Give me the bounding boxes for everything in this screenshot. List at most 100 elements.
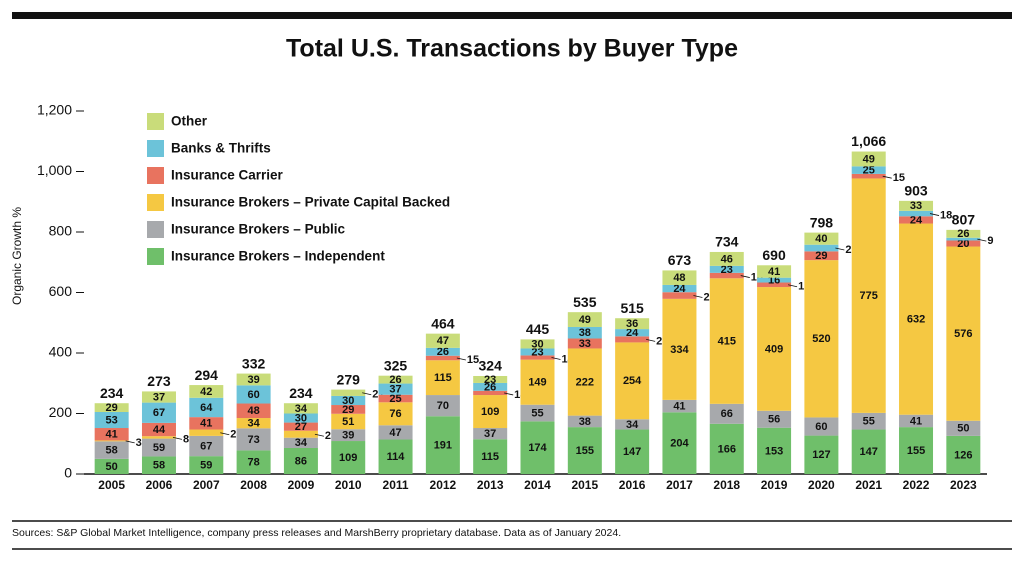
- x-tick-label: 2018: [713, 478, 740, 492]
- bar-segment: [236, 385, 271, 404]
- callout-line: [314, 433, 325, 437]
- bar-segment: [141, 438, 176, 457]
- bar-segment: [615, 329, 650, 337]
- data-label: 632: [907, 314, 925, 326]
- data-label: 24: [673, 283, 686, 295]
- bar-segment: [520, 355, 555, 360]
- bar-segment: [851, 166, 886, 174]
- bar-segment: [425, 347, 460, 356]
- bar-segment: [567, 415, 602, 428]
- total-label: 798: [810, 214, 834, 230]
- data-label: 204: [670, 438, 689, 450]
- x-tick-label: 2010: [335, 478, 362, 492]
- y-tick-label: 1,000: [37, 162, 72, 178]
- data-label: 23: [721, 264, 733, 276]
- total-label: 273: [147, 373, 171, 389]
- total-label: 279: [337, 371, 361, 387]
- data-label: 33: [910, 200, 922, 212]
- total-label: 1,066: [851, 133, 886, 149]
- data-label: 41: [910, 415, 922, 427]
- data-label: 38: [579, 416, 591, 428]
- data-label: 76: [389, 408, 401, 420]
- data-label: 66: [721, 408, 733, 420]
- bar-segment: [189, 417, 224, 430]
- x-tick-label: 2017: [666, 478, 693, 492]
- bar-segment: [709, 265, 744, 273]
- legend-label: Insurance Carrier: [171, 168, 284, 183]
- data-label: 49: [863, 153, 875, 165]
- bar-segment: [899, 223, 934, 415]
- legend-swatch: [147, 113, 164, 130]
- bar-segment: [851, 178, 886, 413]
- legend-label: Banks & Thrifts: [171, 141, 271, 156]
- data-label: 222: [576, 376, 594, 388]
- data-label: 67: [200, 440, 212, 452]
- x-tick-label: 2007: [193, 478, 220, 492]
- bar-segment: [141, 422, 176, 437]
- bar-segment: [567, 427, 602, 474]
- data-label: 30: [295, 412, 307, 424]
- data-label: 127: [812, 449, 830, 461]
- bar-segment: [662, 412, 697, 474]
- data-label: 60: [815, 421, 827, 433]
- bar-segment: [615, 336, 650, 343]
- data-label: 109: [481, 406, 499, 418]
- bar-segment: [946, 240, 981, 247]
- bar-segment: [804, 435, 839, 474]
- data-label: 44: [153, 424, 166, 436]
- bar-segment: [804, 232, 839, 245]
- data-label: 59: [200, 459, 212, 471]
- data-label: 34: [247, 418, 260, 430]
- data-label: 576: [954, 328, 972, 340]
- bar-segment: [615, 318, 650, 330]
- source-note: Sources: S&P Global Market Intelligence,…: [12, 527, 621, 539]
- x-tick-label: 2006: [146, 478, 173, 492]
- bar-segment: [331, 389, 366, 396]
- callout-line: [362, 392, 372, 396]
- bar-segment: [189, 397, 224, 418]
- bar-segment: [709, 403, 744, 424]
- data-label: 155: [576, 445, 594, 457]
- bar-segment: [189, 435, 224, 457]
- bar-segment: [520, 339, 555, 349]
- bar-segment: [804, 417, 839, 436]
- data-label: 34: [295, 403, 308, 415]
- bar-segment: [946, 435, 981, 474]
- bar-segment: [94, 458, 129, 474]
- y-tick-label: 0: [64, 465, 72, 481]
- data-label: 34: [295, 437, 308, 449]
- x-tick-label: 2005: [98, 478, 125, 492]
- bar-segment: [94, 403, 129, 412]
- bar-segment: [189, 456, 224, 474]
- callout-line: [551, 357, 561, 360]
- bar-segment: [473, 375, 508, 383]
- x-tick-label: 2011: [383, 478, 409, 492]
- bar-segment: [283, 422, 318, 431]
- data-label: 73: [247, 434, 259, 446]
- bar-segment: [804, 251, 839, 261]
- x-tick-label: 2009: [288, 478, 315, 492]
- data-label: 114: [387, 451, 406, 463]
- data-label: 67: [153, 407, 165, 419]
- callout-line: [172, 437, 183, 440]
- data-label: 29: [815, 250, 827, 262]
- data-label: 55: [531, 407, 543, 419]
- x-tick-label: 2014: [524, 478, 551, 492]
- bar-segment: [757, 427, 792, 474]
- total-label: 515: [620, 300, 644, 316]
- legend-swatch: [147, 140, 164, 157]
- bar-segment: [236, 428, 271, 451]
- bar-segment: [946, 420, 981, 436]
- data-label: 47: [437, 335, 449, 347]
- callout-line: [456, 357, 466, 361]
- data-label: 775: [860, 290, 878, 302]
- data-label: 47: [389, 427, 401, 439]
- callout-line: [646, 338, 656, 342]
- bar-segment: [331, 429, 366, 442]
- bar-segment: [141, 402, 176, 423]
- data-label: 56: [768, 414, 780, 426]
- data-label: 58: [106, 445, 118, 457]
- x-tick-label: 2022: [903, 478, 930, 492]
- bar-segment: [473, 428, 508, 440]
- bar-segment: [662, 284, 697, 293]
